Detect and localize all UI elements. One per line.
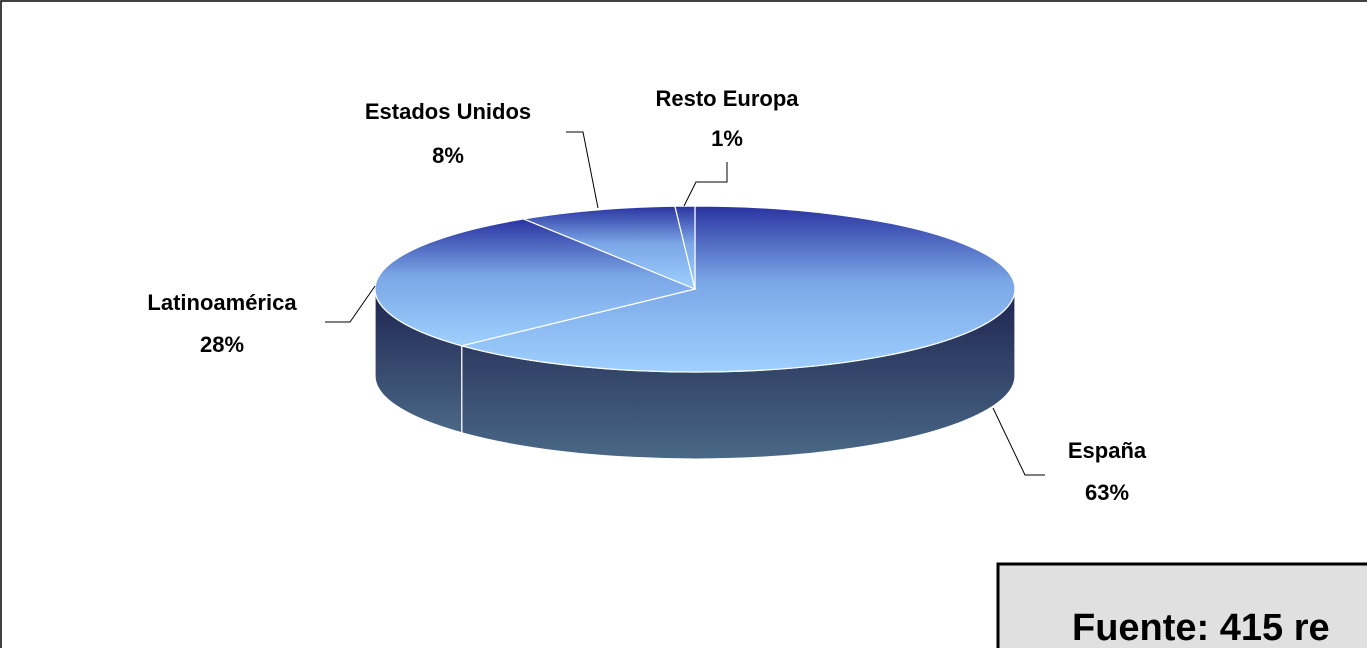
leader-line <box>683 162 728 207</box>
slice-value-label: 28% <box>200 332 244 357</box>
slice-label: Latinoamérica <box>147 290 297 315</box>
slice-value-label: 63% <box>1085 480 1129 505</box>
leader-line <box>992 407 1045 476</box>
leader-line <box>566 131 599 209</box>
source-box <box>996 562 1367 648</box>
slice <box>521 205 696 290</box>
source-note: Fuente: 415 re <box>1072 607 1330 648</box>
leader-line <box>325 285 376 323</box>
pie <box>374 205 1016 460</box>
slice-value-label: 1% <box>711 126 743 151</box>
slice-label: España <box>1068 438 1147 463</box>
slice-label: Resto Europa <box>655 86 799 111</box>
slice-value-label: 8% <box>432 143 464 168</box>
slice <box>459 205 1016 373</box>
slice-label: Estados Unidos <box>365 99 531 124</box>
slice <box>374 218 697 347</box>
slice <box>674 205 696 290</box>
